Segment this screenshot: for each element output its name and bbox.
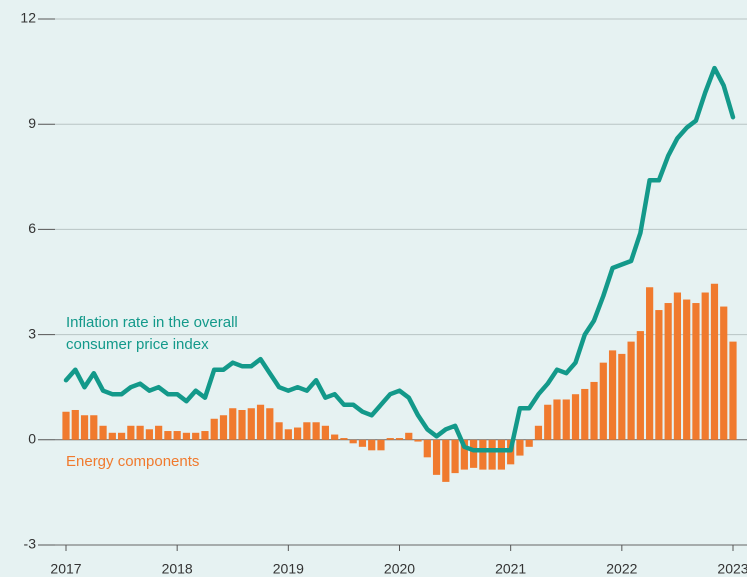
bar: [256, 404, 265, 440]
bar: [238, 409, 246, 440]
bar: [636, 331, 644, 440]
y-tick-label: 0: [28, 431, 36, 447]
bar: [164, 431, 172, 440]
bar: [192, 432, 200, 440]
bar: [488, 439, 496, 470]
bar: [544, 404, 552, 440]
bar: [395, 438, 404, 440]
bar-label: Energy components: [66, 453, 200, 470]
x-tick-label: 2017: [50, 561, 81, 577]
bar: [729, 341, 737, 440]
bar: [451, 439, 459, 474]
bar: [405, 432, 413, 440]
line-label: Inflation rate in the overall consumer p…: [66, 314, 238, 353]
bar: [136, 425, 144, 440]
bar: [710, 283, 719, 440]
bar: [62, 411, 70, 440]
bar: [386, 438, 394, 440]
bar: [117, 432, 126, 440]
bar: [553, 399, 561, 440]
bar: [368, 439, 376, 451]
bar: [155, 425, 163, 440]
bar: [247, 408, 255, 440]
bar: [460, 439, 468, 470]
bar: [562, 399, 570, 440]
bar: [90, 415, 98, 440]
bar: [312, 422, 320, 440]
bar: [219, 415, 228, 440]
bar: [655, 310, 663, 440]
bar: [275, 422, 283, 440]
bar: [720, 306, 728, 440]
bar: [692, 303, 700, 440]
bar: [340, 438, 348, 440]
bar: [683, 299, 691, 440]
bar: [479, 439, 487, 470]
bar: [414, 439, 422, 442]
y-tick-label: 3: [28, 325, 36, 341]
bar: [229, 408, 237, 440]
bar: [182, 432, 191, 440]
x-tick-label: 2019: [273, 561, 304, 577]
x-tick-label: 2022: [606, 561, 637, 577]
x-tick-label: 2021: [495, 561, 526, 577]
bar: [331, 434, 339, 440]
bar: [173, 431, 181, 440]
bar: [358, 439, 367, 447]
bar: [349, 439, 357, 444]
line: [63, 65, 736, 453]
y-tick-label: -3: [24, 536, 37, 552]
bar: [497, 439, 506, 470]
bar: [303, 422, 311, 440]
bar: [71, 409, 79, 440]
bar: [599, 362, 607, 440]
bar: [664, 303, 672, 440]
bar: [525, 439, 533, 447]
x-tick-label: 2020: [384, 561, 415, 577]
bar: [284, 429, 292, 440]
bar: [99, 425, 107, 440]
bar: [423, 439, 431, 458]
bar: [210, 418, 218, 440]
bar: [618, 353, 626, 440]
bar: [321, 425, 329, 440]
bar: [201, 431, 209, 440]
bar: [701, 292, 709, 440]
bar: [608, 350, 617, 440]
bar: [590, 381, 598, 440]
bar: [377, 439, 385, 451]
bar: [145, 429, 153, 440]
bar: [516, 439, 524, 456]
bar: [571, 394, 580, 440]
bar: [627, 341, 635, 440]
x-tick-label: 2018: [162, 561, 193, 577]
bar: [108, 432, 116, 440]
bar: [673, 292, 682, 440]
bar: [581, 388, 589, 440]
bar: [442, 439, 450, 482]
bar: [470, 439, 478, 468]
y-tick-label: 6: [28, 220, 36, 236]
bar: [127, 425, 135, 440]
bar: [646, 287, 654, 440]
bar: [534, 425, 543, 440]
x-tick-label: 2023: [717, 561, 747, 577]
bar: [432, 439, 441, 475]
y-tick-label: 12: [20, 10, 36, 26]
bar: [266, 408, 274, 440]
bar: [80, 415, 89, 440]
y-tick-label: 9: [28, 115, 36, 131]
bar: [293, 427, 302, 440]
